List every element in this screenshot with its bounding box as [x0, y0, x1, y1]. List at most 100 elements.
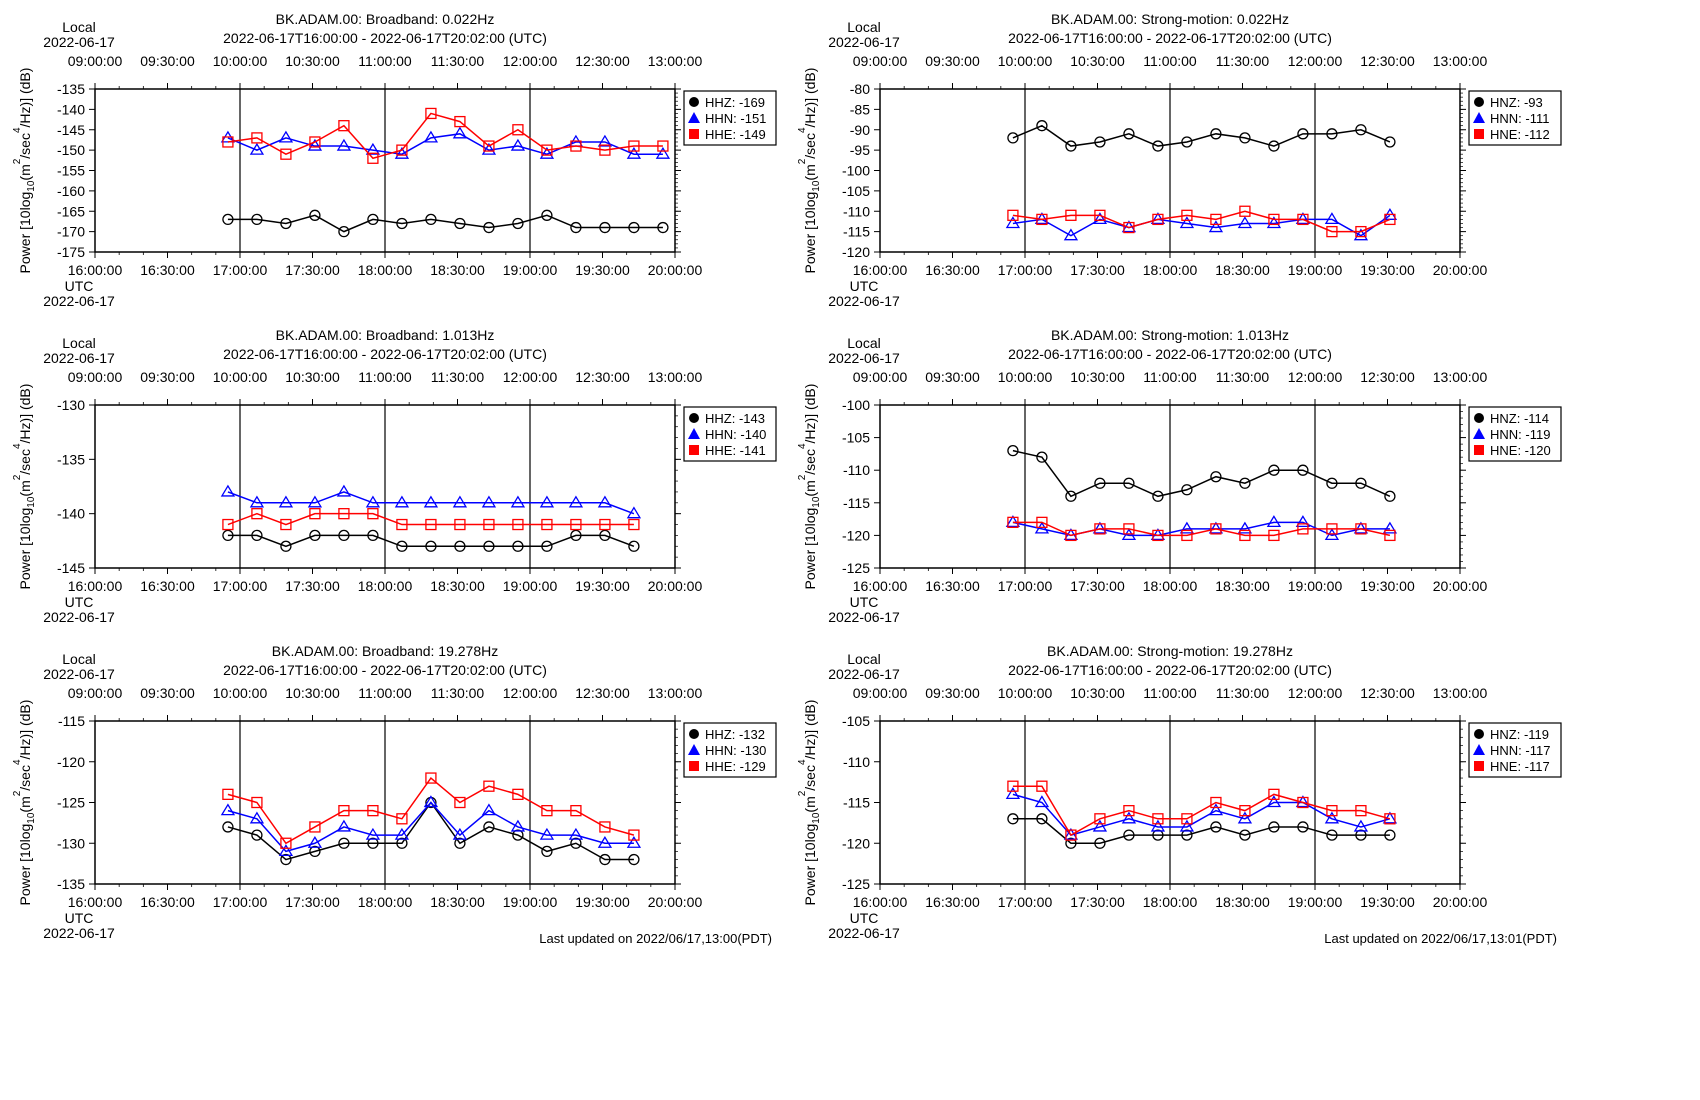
data-point-HNN — [1208, 521, 1224, 534]
y-axis-label-part: 4 — [797, 127, 808, 133]
utc-tick-label: 17:00:00 — [213, 894, 268, 910]
data-point-HNZ — [1384, 490, 1396, 502]
utc-tick-label: 20:00:00 — [1433, 262, 1488, 278]
chart-panel-5: BK.ADAM.00: Strong-motion: 19.278Hz 2022-… — [797, 643, 1562, 946]
y-axis-label: Power [10log10(m2/sec4/Hz)] (dB) — [797, 384, 822, 590]
local-tick-label: 09:30:00 — [925, 685, 980, 701]
y-axis-label-part: /Hz)] (dB) — [802, 68, 818, 128]
y-axis-label: Power [10log10(m2/sec4/Hz)] (dB) — [797, 68, 822, 274]
data-point-HHE — [454, 796, 466, 809]
utc-tick-label: 16:30:00 — [140, 894, 195, 910]
utc-label: UTC — [850, 594, 879, 610]
series-line-HHN — [227, 133, 663, 155]
utc-tick-label: 18:30:00 — [430, 262, 485, 278]
data-point-HNZ — [1007, 132, 1019, 144]
data-point-HNN — [1092, 819, 1108, 832]
y-axis-label-part: /sec — [802, 765, 818, 791]
utc-tick-label: 18:00:00 — [1143, 578, 1198, 594]
data-point-HNN — [1005, 787, 1021, 799]
data-point-HNZ — [1355, 124, 1367, 136]
y-axis-label: Power [10log10(m2/sec4/Hz)] (dB) — [12, 68, 37, 274]
utc-tick-label: 18:00:00 — [358, 262, 413, 278]
local-tick-label: 09:30:00 — [925, 53, 980, 69]
data-point-HHN — [452, 495, 468, 508]
y-tick-label: -105 — [842, 713, 870, 729]
data-point-HHZ — [251, 829, 263, 841]
data-point-HNZ — [1152, 490, 1164, 502]
data-point-HHZ — [338, 837, 350, 849]
data-point-HNZ — [1181, 136, 1193, 148]
utc-tick-label: 17:30:00 — [1070, 578, 1125, 594]
utc-tick-label: 19:30:00 — [1360, 894, 1415, 910]
y-axis-label-part: (m — [17, 480, 33, 496]
legend-label-HNZ: HNZ: -119 — [1490, 727, 1549, 742]
data-point-HHE — [222, 518, 234, 531]
data-point-HHE — [425, 772, 437, 784]
data-point-HHN — [278, 495, 294, 508]
local-tick-label: 11:00:00 — [1143, 685, 1197, 701]
legend-label-HHN: HHN: -130 — [705, 743, 766, 758]
data-point-HHN — [394, 146, 410, 159]
chart-panel-1: BK.ADAM.00: Strong-motion: 0.022Hz 2022-0… — [797, 11, 1562, 309]
local-date-label: 2022-06-17 — [828, 34, 900, 50]
utc-tick-label: 17:00:00 — [998, 894, 1053, 910]
data-point-HHZ — [483, 821, 495, 833]
data-point-HNN — [1208, 220, 1224, 233]
data-point-HHN — [249, 142, 265, 155]
utc-tick-label: 18:00:00 — [358, 578, 413, 594]
legend-marker-HHE — [689, 129, 699, 139]
data-point-HHN — [365, 142, 381, 155]
utc-tick-label: 19:00:00 — [1288, 578, 1343, 594]
y-axis-label-part: 2 — [797, 790, 808, 796]
data-point-HHN — [452, 827, 468, 840]
data-point-HHN — [568, 495, 584, 508]
y-tick-label: -115 — [843, 224, 870, 240]
data-point-HNE — [1007, 516, 1019, 529]
series-line-HHE — [227, 776, 635, 845]
data-point-HHE — [367, 508, 379, 520]
chart-subtitle: 2022-06-17T16:00:00 - 2022-06-17T20:02:0… — [223, 346, 547, 362]
local-tick-label: 11:00:00 — [1143, 369, 1197, 385]
data-point-HNN — [1005, 216, 1021, 229]
legend-label-HNN: HNN: -119 — [1490, 427, 1550, 442]
data-point-HNZ — [1007, 444, 1019, 457]
y-axis-label-part: 4 — [797, 759, 808, 765]
y-axis-label-part: 10 — [811, 812, 822, 824]
local-tick-label: 09:30:00 — [925, 369, 980, 385]
legend-marker-HNZ — [1474, 729, 1484, 739]
data-point-HHZ — [657, 221, 669, 234]
data-point-HHZ — [541, 845, 553, 858]
data-point-HNZ — [1239, 477, 1251, 489]
data-point-HNN — [1266, 216, 1282, 229]
y-axis-label-part: 4 — [797, 443, 808, 449]
y-axis-label-part: (m — [802, 796, 818, 812]
utc-tick-label: 19:30:00 — [1360, 262, 1415, 278]
utc-tick-label: 20:00:00 — [1433, 894, 1488, 910]
local-tick-label: 10:00:00 — [998, 53, 1053, 69]
y-axis-label-part: 4 — [12, 127, 23, 133]
y-axis-label-part: Power [10log — [802, 508, 818, 590]
utc-tick-label: 18:00:00 — [358, 894, 413, 910]
data-point-HHZ — [251, 529, 263, 542]
data-point-HHZ — [512, 540, 524, 552]
local-tick-label: 13:00:00 — [648, 685, 703, 701]
utc-tick-label: 16:30:00 — [140, 262, 195, 278]
chart-panel-0: BK.ADAM.00: Broadband: 0.022Hz 2022-06-17… — [12, 11, 777, 309]
legend-label-HHN: HHN: -151 — [705, 111, 766, 126]
utc-label: UTC — [850, 278, 879, 294]
data-point-HHN — [249, 811, 265, 824]
data-point-HHN — [626, 835, 642, 848]
data-point-HHN — [655, 146, 671, 159]
data-point-HNE — [1123, 221, 1135, 234]
data-point-HNN — [1295, 515, 1311, 528]
data-point-HNZ — [1065, 140, 1077, 152]
data-point-HNZ — [1152, 829, 1164, 841]
data-point-HHE — [599, 821, 611, 833]
local-tick-label: 10:00:00 — [213, 53, 268, 69]
legend-label-HNE: HNE: -120 — [1490, 443, 1551, 458]
y-tick-label: -160 — [57, 183, 85, 199]
local-tick-label: 12:30:00 — [575, 369, 630, 385]
utc-tick-label: 18:30:00 — [430, 894, 485, 910]
data-point-HNN — [1150, 819, 1166, 832]
data-point-HHZ — [628, 221, 640, 234]
